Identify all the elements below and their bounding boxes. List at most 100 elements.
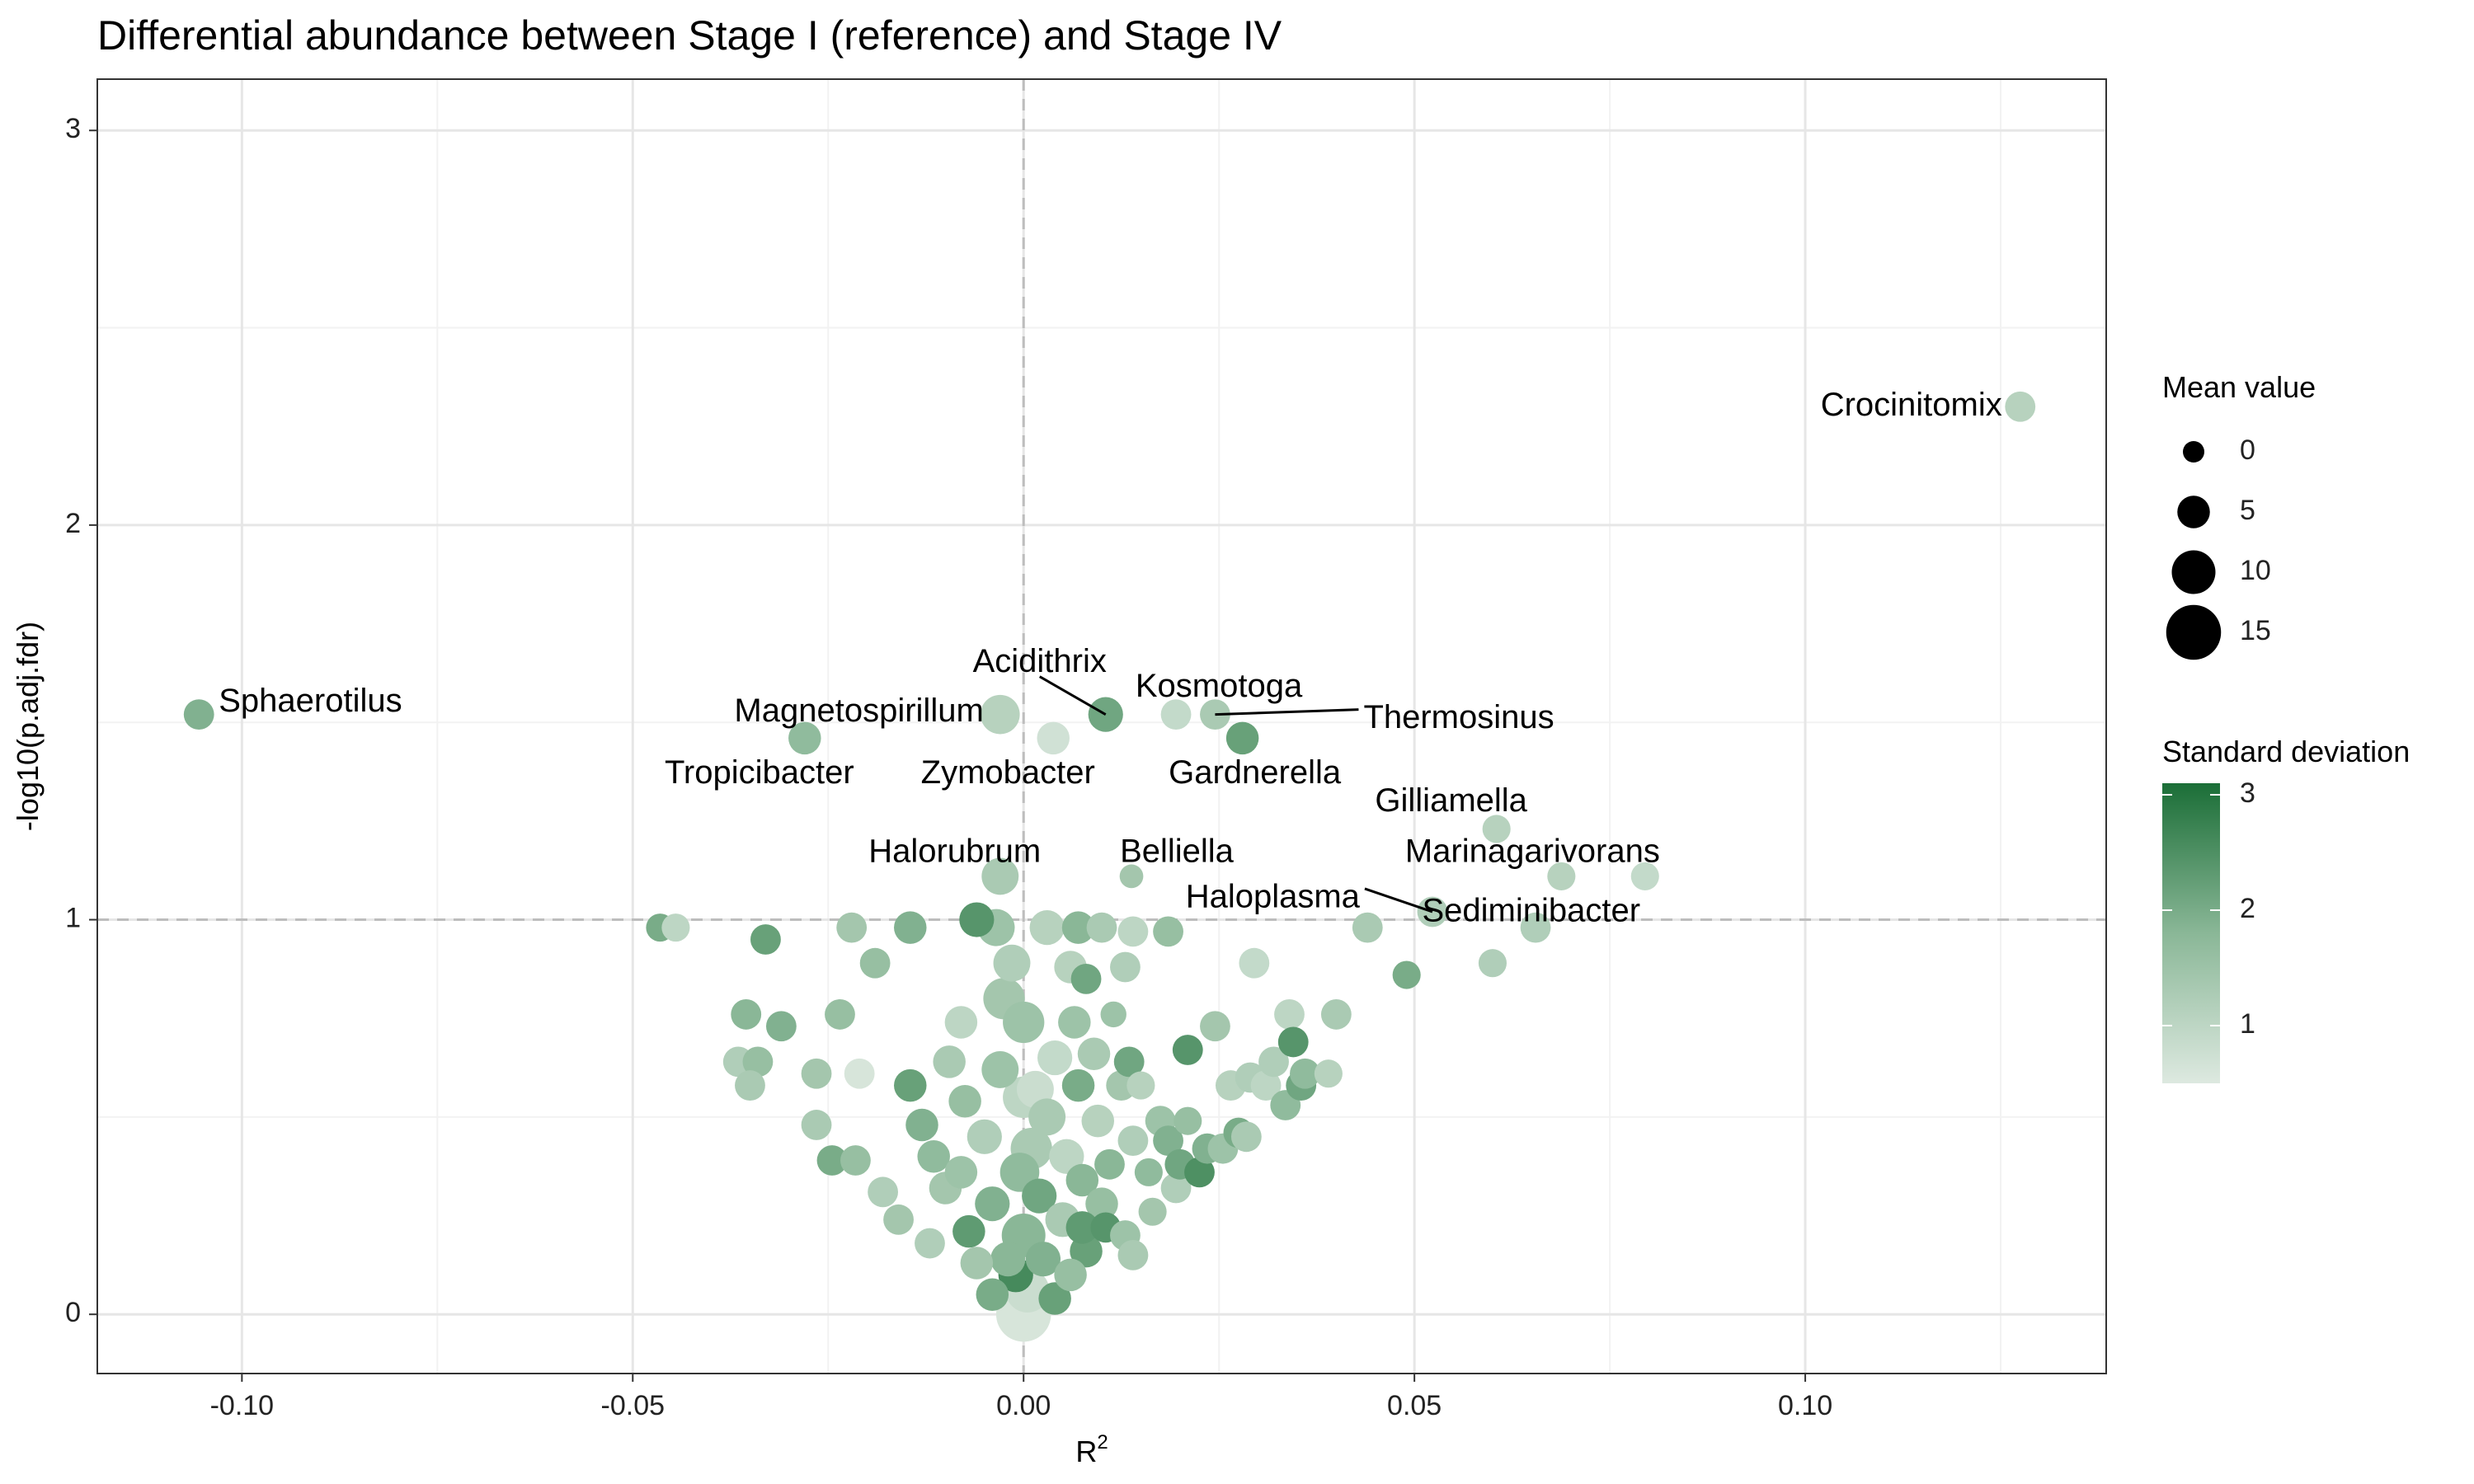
data-point — [801, 1110, 832, 1140]
point-label: Sediminibacter — [1422, 892, 1640, 928]
data-point — [1239, 947, 1270, 979]
data-point — [1065, 1163, 1099, 1197]
point-label: Magnetospirillum — [734, 693, 983, 729]
y-tick-label: 2 — [65, 508, 81, 539]
size-legend-label: 5 — [2240, 495, 2255, 526]
legend: Mean value 0 5 10 15 Standard deviation 1 2 3 — [2162, 370, 2410, 1083]
labeled-data-point — [1225, 721, 1259, 755]
data-point — [993, 944, 1031, 982]
plot-panel-border — [96, 78, 2107, 1374]
x-axis-title-superscript: 2 — [1097, 1431, 1108, 1453]
data-point — [1065, 1211, 1099, 1244]
data-point — [1113, 1046, 1145, 1078]
size-legend-label: 0 — [2240, 434, 2255, 466]
data-point — [1172, 1035, 1203, 1065]
labeled-data-point — [981, 857, 1019, 895]
point-label: Belliella — [1120, 833, 1235, 869]
data-point — [894, 911, 927, 944]
data-point — [1138, 1197, 1167, 1226]
data-point — [1230, 1121, 1262, 1153]
data-point — [816, 1145, 848, 1176]
point-label: Marinagarivorans — [1405, 833, 1660, 869]
label-leader-line — [1364, 887, 1433, 913]
labeled-data-point — [2005, 391, 2036, 422]
data-point — [1258, 1046, 1289, 1078]
data-point — [905, 1108, 938, 1142]
data-point — [1174, 1106, 1202, 1135]
point-label: Kosmotoga — [1136, 668, 1303, 704]
data-point — [944, 1006, 978, 1039]
labeled-data-point — [183, 699, 214, 730]
data-point — [948, 1084, 981, 1118]
size-legend-key — [2183, 441, 2204, 463]
data-point — [933, 1045, 966, 1078]
labeled-data-point — [1630, 862, 1659, 890]
data-point — [742, 1046, 774, 1078]
point-label: Gardnerella — [1169, 754, 1342, 791]
point-label: Gilliamella — [1375, 782, 1527, 819]
point-label: Thermosinus — [1363, 699, 1554, 735]
data-point — [1117, 1125, 1149, 1156]
data-point — [1038, 1282, 1071, 1315]
data-point — [883, 1204, 914, 1235]
data-points — [183, 391, 2036, 1342]
point-labels: Crocinitomix Sphaerotilus Acidithrix Magnet… — [219, 387, 2002, 929]
y-tick-label: 0 — [65, 1297, 81, 1328]
data-point — [1029, 910, 1065, 946]
data-point — [959, 902, 995, 937]
labeled-data-point — [788, 721, 821, 755]
data-point — [1077, 1037, 1111, 1071]
data-point — [1025, 1242, 1061, 1277]
data-point — [1160, 1172, 1192, 1204]
point-label: Tropicibacter — [665, 754, 854, 791]
chart-title: Differential abundance between Stage I (… — [97, 12, 1282, 59]
data-point — [1352, 912, 1383, 943]
data-point — [1184, 1157, 1215, 1188]
data-point — [1478, 949, 1507, 978]
axes: -0.10 -0.05 0.00 0.05 0.10 0 1 2 3 — [65, 113, 1832, 1421]
data-point — [894, 1068, 927, 1102]
data-point — [1392, 960, 1421, 989]
labeled-data-point — [1119, 864, 1144, 889]
data-point — [1058, 1006, 1091, 1039]
data-point — [836, 912, 868, 943]
data-point — [944, 1156, 978, 1189]
color-legend-bar — [2162, 783, 2220, 1083]
data-point — [990, 1242, 1026, 1277]
x-tick-label: -0.05 — [601, 1390, 666, 1421]
labeled-data-point — [1547, 862, 1576, 890]
data-point — [1134, 1158, 1163, 1186]
x-tick-label: 0.00 — [996, 1390, 1051, 1421]
data-point — [917, 1139, 950, 1173]
labeled-data-point — [980, 694, 1020, 735]
point-label: Halorubrum — [868, 833, 1041, 869]
size-legend-items: 0 5 10 15 — [2166, 434, 2271, 660]
data-point — [1153, 1125, 1183, 1156]
data-point — [1520, 912, 1551, 943]
data-point — [976, 1278, 1009, 1312]
data-point — [750, 924, 781, 955]
x-tick-label: 0.05 — [1387, 1390, 1442, 1421]
y-tick-label: 3 — [65, 113, 81, 144]
data-point — [1022, 1178, 1057, 1214]
color-legend-ticks: 1 2 3 — [2162, 777, 2255, 1040]
point-label: Acidithrix — [973, 643, 1107, 679]
color-legend-label: 3 — [2240, 777, 2255, 809]
data-point — [731, 999, 762, 1030]
data-point — [1037, 1040, 1073, 1076]
labeled-data-point — [1160, 699, 1192, 730]
data-point — [1314, 1059, 1343, 1088]
data-point — [1290, 1058, 1320, 1089]
data-point — [801, 1058, 832, 1089]
y-tick-label: 1 — [65, 903, 81, 934]
data-point — [1028, 1098, 1066, 1136]
size-legend-key — [2177, 495, 2210, 528]
x-axis-title: R2 — [1075, 1431, 1108, 1468]
label-leader-line — [1038, 675, 1107, 716]
data-point — [975, 1186, 1010, 1222]
labeled-data-point — [1037, 721, 1070, 755]
data-point — [1061, 1068, 1095, 1102]
data-point — [1277, 1026, 1309, 1058]
data-point — [1094, 1148, 1125, 1180]
